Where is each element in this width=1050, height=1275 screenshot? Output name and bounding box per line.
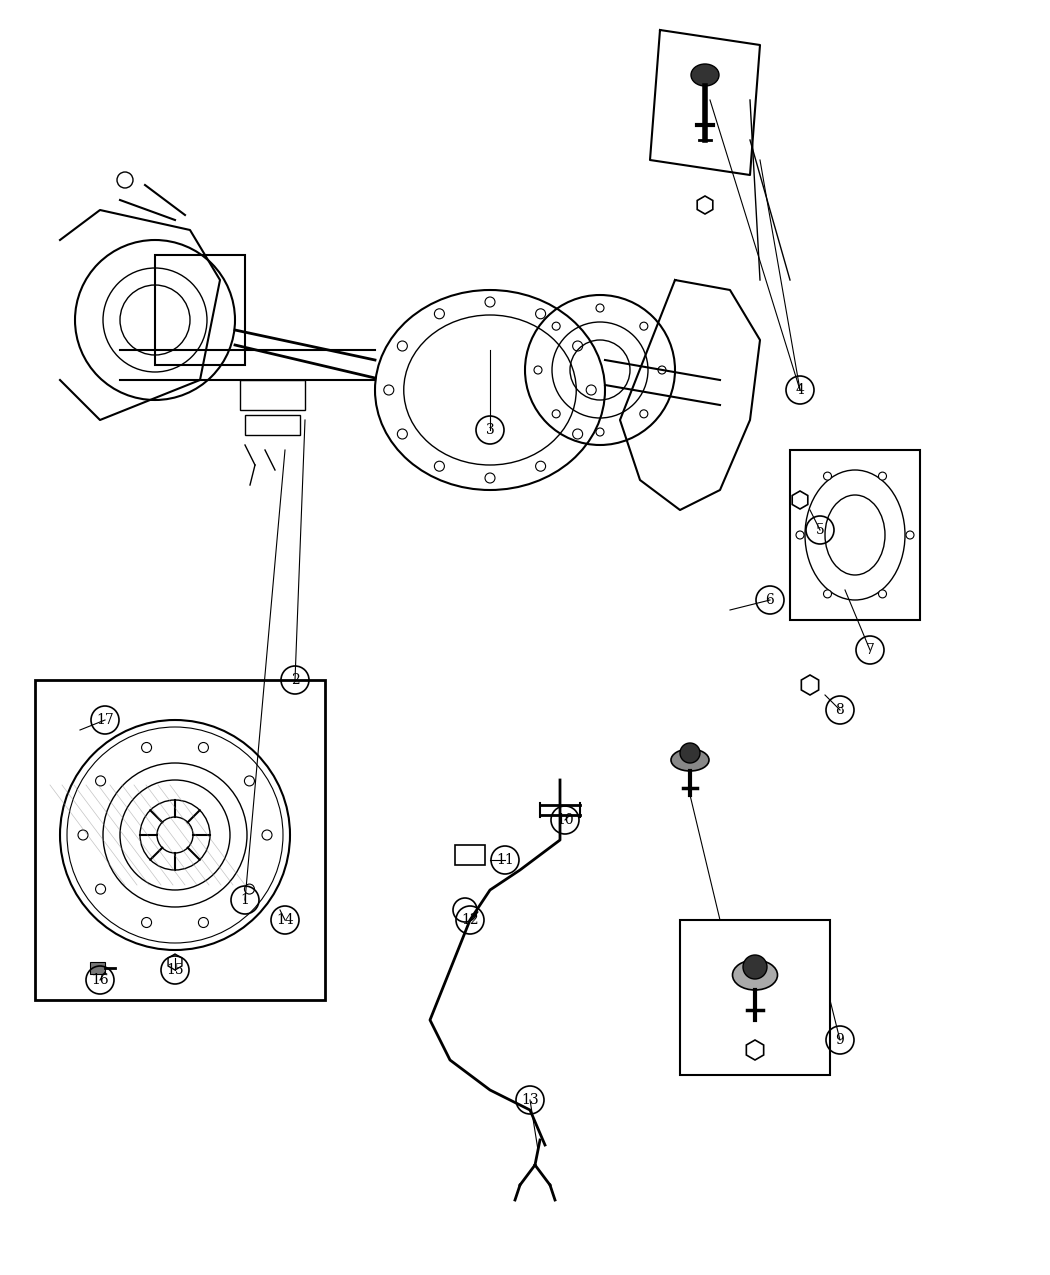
Circle shape: [572, 428, 583, 439]
Circle shape: [96, 884, 106, 894]
Text: 12: 12: [461, 913, 479, 927]
Circle shape: [596, 428, 604, 436]
Circle shape: [485, 297, 495, 307]
Circle shape: [552, 323, 560, 330]
Text: 4: 4: [796, 382, 804, 397]
Text: 3: 3: [485, 423, 495, 437]
Circle shape: [245, 776, 254, 785]
Ellipse shape: [691, 64, 719, 85]
Ellipse shape: [671, 748, 709, 771]
Circle shape: [245, 884, 254, 894]
Text: 10: 10: [556, 813, 573, 827]
Circle shape: [823, 590, 832, 598]
Bar: [790, 450, 920, 620]
Text: 15: 15: [166, 963, 184, 977]
Circle shape: [397, 428, 407, 439]
Text: 7: 7: [865, 643, 875, 657]
Circle shape: [639, 409, 648, 418]
Circle shape: [485, 473, 495, 483]
Text: 16: 16: [91, 973, 109, 987]
Circle shape: [823, 472, 832, 481]
Circle shape: [435, 462, 444, 472]
Circle shape: [680, 743, 700, 762]
Text: 13: 13: [521, 1093, 539, 1107]
Circle shape: [198, 918, 209, 927]
Circle shape: [879, 472, 886, 481]
Circle shape: [639, 323, 648, 330]
Circle shape: [384, 385, 394, 395]
Text: 17: 17: [97, 713, 113, 727]
Bar: [245, 414, 300, 435]
Circle shape: [743, 955, 766, 979]
Circle shape: [142, 742, 151, 752]
Text: 1: 1: [240, 892, 250, 907]
Circle shape: [586, 385, 596, 395]
Circle shape: [879, 590, 886, 598]
Circle shape: [552, 409, 560, 418]
Circle shape: [796, 530, 804, 539]
Bar: [35, 680, 326, 1000]
Circle shape: [596, 303, 604, 312]
Text: 6: 6: [765, 593, 775, 607]
Text: 2: 2: [291, 673, 299, 687]
Circle shape: [536, 462, 546, 472]
Circle shape: [397, 340, 407, 351]
Circle shape: [658, 366, 666, 374]
Polygon shape: [650, 31, 760, 175]
Circle shape: [96, 776, 106, 785]
Circle shape: [536, 309, 546, 319]
Circle shape: [262, 830, 272, 840]
Bar: [155, 255, 245, 365]
Circle shape: [534, 366, 542, 374]
Text: 9: 9: [836, 1033, 844, 1047]
Circle shape: [142, 918, 151, 927]
Circle shape: [78, 830, 88, 840]
Circle shape: [435, 309, 444, 319]
Text: 8: 8: [836, 703, 844, 717]
Bar: [90, 963, 105, 974]
Bar: [680, 921, 830, 1075]
Bar: [240, 380, 304, 411]
Text: 11: 11: [496, 853, 513, 867]
Circle shape: [906, 530, 914, 539]
Ellipse shape: [733, 960, 777, 989]
Text: 14: 14: [276, 913, 294, 927]
Circle shape: [198, 742, 209, 752]
Circle shape: [572, 340, 583, 351]
Text: 5: 5: [816, 523, 824, 537]
Bar: [455, 845, 485, 864]
